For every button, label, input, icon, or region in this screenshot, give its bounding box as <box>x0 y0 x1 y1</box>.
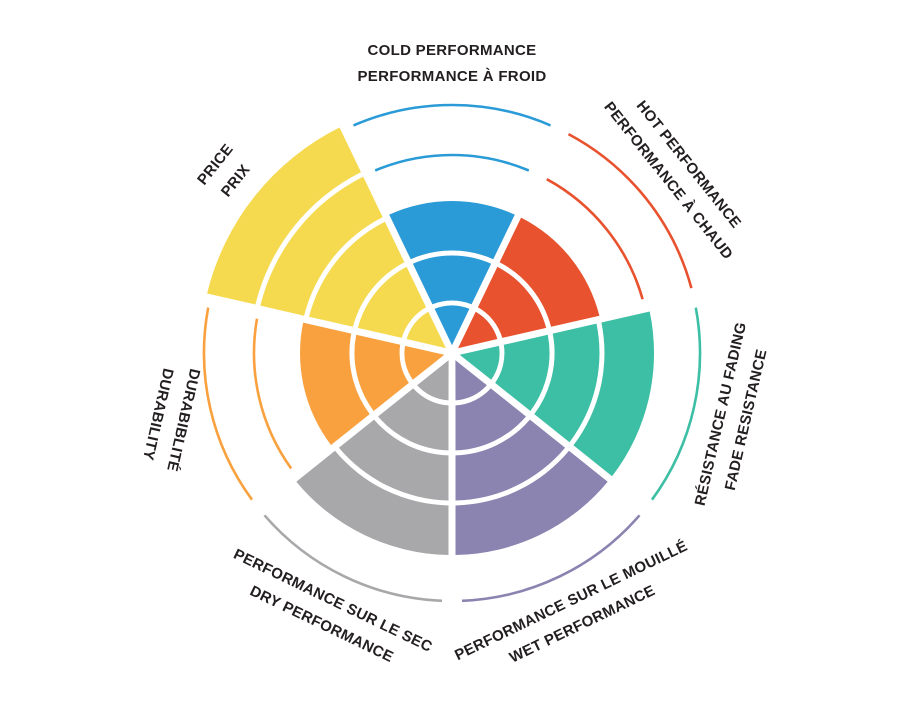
hot-performance-level-1-filled <box>458 311 498 349</box>
hot-performance-level-3-filled <box>499 217 600 327</box>
dry-performance-level-1-filled <box>417 360 449 401</box>
durability-level-5-arc <box>202 307 254 501</box>
hot-performance-slice <box>458 132 693 349</box>
durability-level-1-filled <box>404 345 445 380</box>
cold-performance-level-1-filled <box>434 305 470 345</box>
fade-resistance-level-3-filled <box>534 323 600 443</box>
wet-performance-slice <box>455 360 641 603</box>
price-level-4-filled <box>260 176 383 316</box>
price-level-5-filled <box>207 127 361 305</box>
dry-performance-level-3-filled <box>338 419 449 501</box>
dry-performance-level-5-arc <box>263 514 443 603</box>
price-level-3-filled <box>309 221 405 327</box>
cold-performance-level-4-arc <box>374 153 530 172</box>
hot-performance-level-4-arc <box>546 178 644 300</box>
wet-performance-level-5-arc <box>461 514 641 603</box>
dry-performance-level-2-filled <box>378 388 449 451</box>
durability-level-4-arc <box>252 318 293 470</box>
durability-slice <box>202 307 445 501</box>
wet-performance-level-1-filled <box>455 360 487 401</box>
fade-resistance-slice <box>459 307 702 501</box>
wet-performance-level-2-filled <box>455 388 526 451</box>
fade-resistance-level-4-filled <box>573 311 655 477</box>
fade-resistance-level-5-arc <box>650 307 702 501</box>
fade-resistance-level-1-filled <box>459 345 500 380</box>
dry-performance-level-4-filled <box>296 450 449 555</box>
cold-performance-level-5-arc <box>352 103 552 127</box>
dry-performance-slice <box>263 360 449 603</box>
fade-resistance-level-2-filled <box>495 334 550 411</box>
cold-performance-level-2-filled <box>412 255 492 305</box>
cold-performance-level-3-filled <box>389 201 515 260</box>
wet-performance-level-4-filled <box>455 450 608 555</box>
price-slice <box>207 127 446 349</box>
cold-performance-slice <box>352 103 552 345</box>
durability-level-2-filled <box>354 334 409 411</box>
hot-performance-level-2-filled <box>477 266 547 338</box>
price-level-2-filled <box>357 266 427 338</box>
wet-performance-level-3-filled <box>455 419 566 501</box>
durability-level-3-filled <box>300 322 370 445</box>
price-level-1-filled <box>406 311 446 349</box>
hot-performance-level-5-arc <box>567 132 693 289</box>
